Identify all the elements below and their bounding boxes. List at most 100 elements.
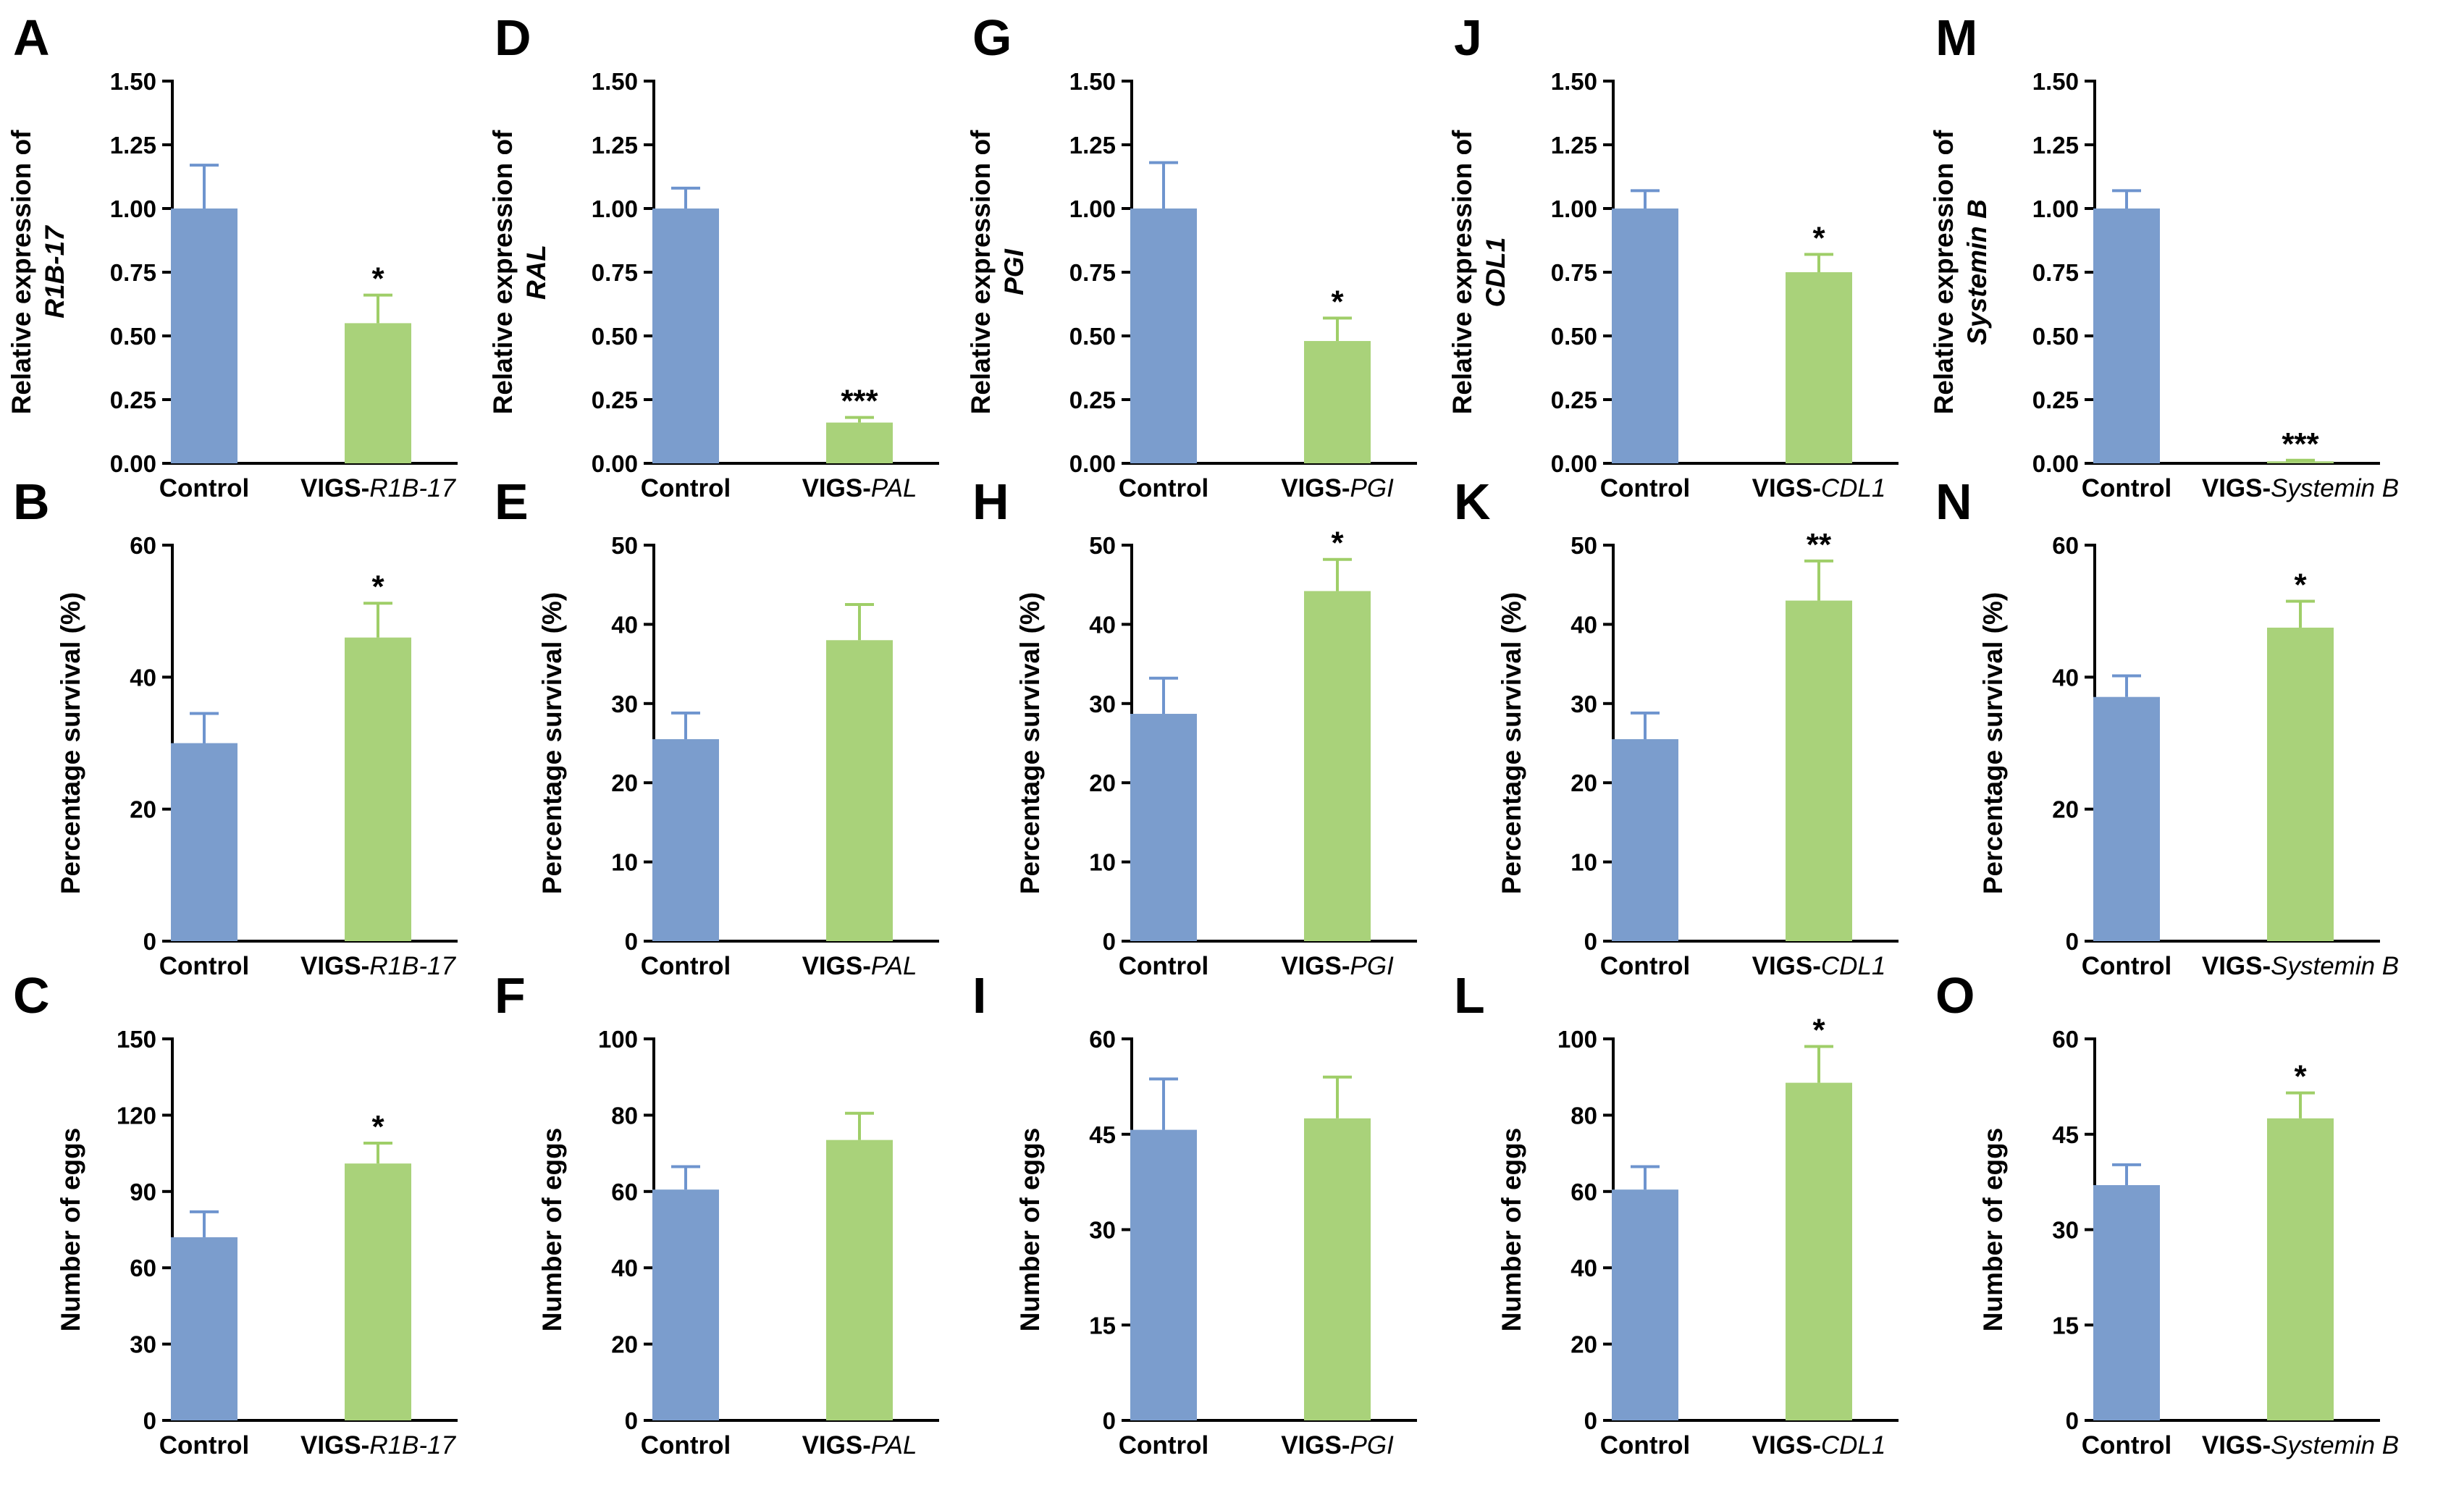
y-tick-label: 1.00 [110, 195, 156, 222]
bar-control [652, 1189, 719, 1420]
y-tick-label: 0.50 [110, 323, 156, 350]
category-label: Control [1119, 1431, 1208, 1459]
category-label-gene: PAL [871, 952, 917, 980]
bar-control [652, 208, 719, 463]
significance-marker: * [2294, 567, 2307, 602]
bar-vigs [1786, 600, 1852, 941]
category-label-text: Control [159, 952, 249, 980]
significance-marker: * [1812, 1013, 1825, 1048]
category-label: Control [2082, 474, 2171, 502]
y-tick-label: 20 [1571, 1331, 1597, 1358]
y-tick-label: 0.25 [592, 387, 638, 413]
y-tick-label: 0 [1103, 928, 1116, 955]
panel-letter: K [1454, 473, 1491, 530]
panel-letter: G [972, 9, 1012, 66]
y-axis-label: Number of eggs [56, 1128, 85, 1332]
category-label: Control [1600, 1431, 1690, 1459]
y-axis-gene-label: R1B-17 [40, 224, 70, 319]
y-tick-label: 1.25 [1551, 132, 1597, 159]
y-tick-label: 90 [130, 1179, 156, 1205]
significance-marker: * [1812, 220, 1825, 256]
bar-control [2093, 208, 2160, 463]
panel-letter: J [1454, 9, 1482, 66]
y-axis-label: Number of eggs [1497, 1128, 1526, 1332]
bar-vigs [826, 640, 893, 941]
y-tick-label: 40 [611, 1255, 638, 1281]
y-tick-label: 60 [2052, 1026, 2079, 1053]
y-tick-label: 0 [1584, 928, 1597, 955]
y-tick-label: 0.25 [2032, 387, 2079, 413]
panel-i: I 0 15 30 45 60 Number of eggs Control VIGS-PGI [972, 967, 1417, 1459]
bar-vigs [1304, 591, 1371, 941]
panel-letter: D [495, 9, 531, 66]
category-label-gene: CDL1 [1821, 952, 1885, 980]
y-tick-label: 45 [2052, 1121, 2079, 1148]
category-label-gene: Systemin B [2271, 1431, 2399, 1459]
bar-control [171, 1237, 237, 1420]
category-label: Control [2082, 1431, 2171, 1459]
category-label-gene: R1B-17 [369, 474, 456, 502]
y-tick-label: 50 [611, 532, 638, 559]
significance-marker: *** [2282, 426, 2319, 462]
y-tick-label: 1.50 [2032, 68, 2079, 95]
category-label-text: Control [1600, 1431, 1690, 1459]
bar-vigs [2267, 627, 2334, 941]
category-label-text: VIGS- [1281, 952, 1350, 980]
bar-vigs [1304, 1118, 1371, 1420]
y-tick-label: 45 [1089, 1121, 1116, 1148]
y-tick-label: 0 [625, 928, 638, 955]
y-tick-label: 20 [611, 1331, 638, 1358]
panel-letter: N [1935, 473, 1972, 530]
category-label: Control [1600, 474, 1690, 502]
y-tick-label: 50 [1571, 532, 1597, 559]
y-tick-label: 1.25 [110, 132, 156, 159]
bar-control [1130, 208, 1197, 463]
y-tick-label: 20 [1571, 770, 1597, 796]
panel-k: K 0 10 20 30 40 50 Percentage survival (%) Contr… [1454, 473, 1899, 980]
category-label-text: Control [1119, 474, 1208, 502]
y-tick-label: 1.25 [1069, 132, 1116, 159]
category-label: VIGS-Systemin B [2202, 952, 2399, 980]
significance-marker: * [371, 569, 384, 605]
y-tick-label: 30 [1089, 691, 1116, 717]
y-tick-label: 30 [1571, 691, 1597, 717]
bar-vigs [345, 637, 411, 941]
y-tick-label: 0 [2066, 1407, 2079, 1434]
y-axis-label: Percentage survival (%) [1015, 592, 1045, 894]
category-label-text: Control [641, 952, 731, 980]
y-tick-label: 10 [611, 849, 638, 876]
bar-vigs [826, 1140, 893, 1420]
category-label: VIGS-R1B-17 [300, 1431, 457, 1459]
bar-control [171, 208, 237, 463]
category-label: Control [159, 474, 249, 502]
panel-letter: O [1935, 967, 1975, 1024]
y-axis-label: Number of eggs [537, 1128, 567, 1332]
category-label-text: Control [1119, 952, 1208, 980]
y-tick-label: 0.00 [1069, 450, 1116, 477]
category-label-text: Control [641, 474, 731, 502]
y-axis-gene-label: RAL [521, 245, 551, 300]
y-tick-label: 0 [625, 1407, 638, 1434]
y-tick-label: 10 [1089, 849, 1116, 876]
panel-letter: B [13, 473, 50, 530]
panel-j: J 0.00 0.25 0.50 0.75 1.00 1.25 1.50 Relative ex… [1447, 9, 1899, 502]
y-tick-label: 0 [1103, 1407, 1116, 1434]
y-tick-label: 20 [2052, 796, 2079, 823]
panel-l: L 0 20 40 60 80 100 Number of eggs Control * VIGS-… [1454, 967, 1899, 1459]
y-tick-label: 0 [1584, 1407, 1597, 1434]
y-tick-label: 80 [611, 1102, 638, 1129]
bar-control [1612, 739, 1678, 941]
panel-letter: E [495, 473, 529, 530]
y-tick-label: 1.00 [2032, 195, 2079, 222]
category-label-text: VIGS- [1281, 474, 1350, 502]
category-label: VIGS-PGI [1281, 474, 1394, 502]
category-label: Control [1600, 952, 1690, 980]
y-tick-label: 1.25 [2032, 132, 2079, 159]
y-tick-label: 0.75 [592, 259, 638, 286]
y-tick-label: 1.00 [1551, 195, 1597, 222]
y-tick-label: 0 [143, 928, 156, 955]
y-axis-label: Relative expression of [1447, 130, 1477, 414]
y-axis-label: Percentage survival (%) [537, 592, 567, 894]
category-label-text: Control [1600, 474, 1690, 502]
category-label-text: VIGS- [300, 1431, 369, 1459]
